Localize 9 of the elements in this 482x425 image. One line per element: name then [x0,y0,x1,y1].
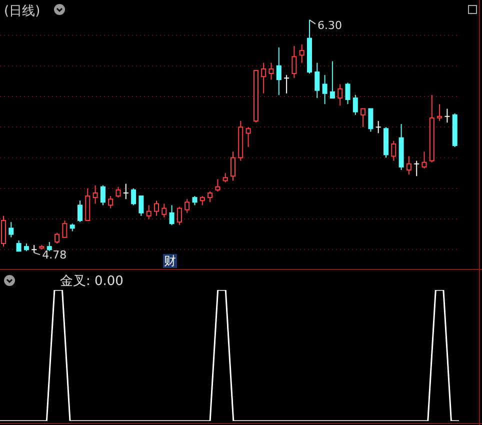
annotation: 财 [163,254,177,268]
candlestick [276,46,282,96]
candlestick [338,84,343,106]
candlestick [314,62,320,99]
annotation: 4.78 [42,248,67,262]
candlestick [322,74,328,105]
chart-title: 金叉: 0.00 [60,273,124,290]
annotation: 6.30 [318,18,342,32]
chart-title: (日线) [4,3,40,20]
